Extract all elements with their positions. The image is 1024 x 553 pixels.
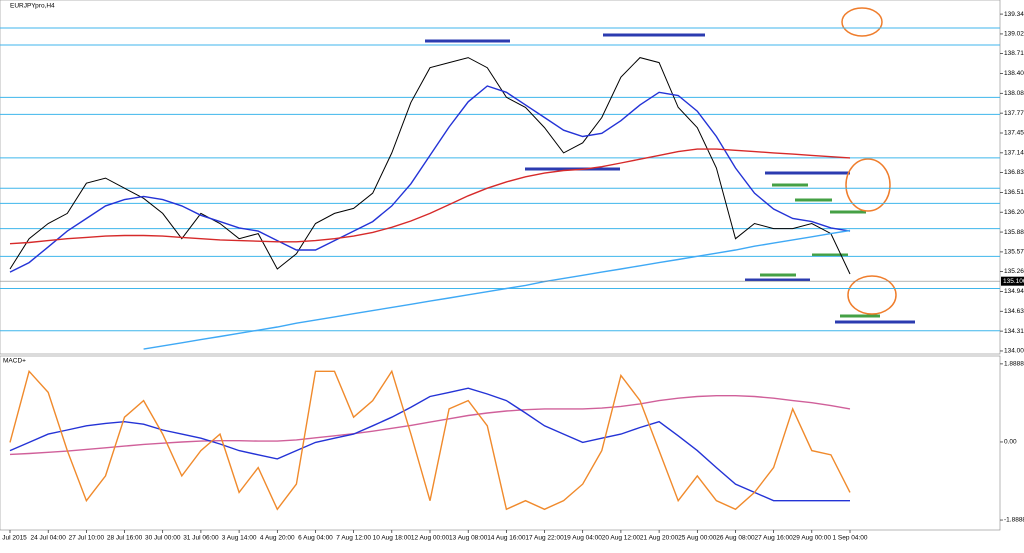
- y-tick-label: 136.830: [1004, 169, 1024, 176]
- x-tick-label: 20 Aug 12:00: [602, 535, 641, 542]
- x-tick-label: 27 Aug 16:00: [754, 535, 793, 542]
- x-tick-label: 13 Aug 08:00: [449, 535, 488, 542]
- x-tick-label: 10 Aug 18:00: [373, 535, 412, 542]
- y-tick-label: 134.315: [1004, 328, 1024, 335]
- x-tick-label: 14 Aug 16:00: [487, 535, 526, 542]
- y-tick-label: 136.515: [1004, 189, 1024, 196]
- y-tick-label: 134.000: [1004, 348, 1024, 355]
- x-tick-label: 31 Jul 06:00: [183, 535, 219, 542]
- y-tick-label: 136.200: [1004, 209, 1024, 216]
- series-line: [9, 57, 851, 275]
- x-tick-label: 24 Jul 04:00: [30, 535, 66, 542]
- y-tick-label: 0.00: [1004, 439, 1017, 446]
- annotation-circle: [845, 158, 891, 212]
- x-tick-label: 21 Aug 20:00: [640, 535, 679, 542]
- annotation-circle: [847, 275, 897, 315]
- y-tick-label: 138.715: [1004, 50, 1024, 57]
- y-tick-label: 135.260: [1004, 268, 1024, 275]
- macd-pane: [0, 355, 1001, 531]
- x-tick-label: 25 Aug 00:00: [678, 535, 717, 542]
- price-pane: [0, 0, 1001, 355]
- series-line: [9, 85, 851, 273]
- annotation-circle: [841, 7, 883, 37]
- last-price-box: [1001, 276, 1024, 286]
- y-tick-label: 1.8888: [1004, 361, 1024, 368]
- x-tick-label: 22 Jul 2015: [0, 535, 27, 542]
- x-tick-label: 28 Jul 16:00: [107, 535, 143, 542]
- last-price-label: 135.106: [1003, 278, 1024, 285]
- series-line: [143, 229, 851, 350]
- support-resistance-marks: [425, 33, 915, 324]
- y-tick-label: 138.400: [1004, 70, 1024, 77]
- y-tick-label: 137.77: [1004, 110, 1024, 117]
- series-line: [9, 387, 850, 502]
- x-tick-label: 26 Aug 08:00: [716, 535, 755, 542]
- macd-title: MACD+: [3, 358, 26, 365]
- y-tick-label: -1.8888: [1004, 517, 1024, 524]
- x-tick-label: 27 Jul 10:00: [69, 535, 105, 542]
- x-tick-label: 4 Aug 20:00: [260, 535, 295, 542]
- y-tick-label: 138.085: [1004, 90, 1024, 97]
- y-tick-label: 134.630: [1004, 308, 1024, 315]
- annotation-circles: [841, 7, 897, 315]
- x-tick-label: 30 Jul 00:00: [145, 535, 181, 542]
- y-tick-label: 137.140: [1004, 150, 1024, 157]
- x-tick-label: 29 Aug 00:00: [793, 535, 832, 542]
- y-tick-label: 135.885: [1004, 229, 1024, 236]
- x-tick-label: 7 Aug 12:00: [336, 535, 371, 542]
- y-tick-label: 139.025: [1004, 31, 1024, 38]
- series-line: [9, 369, 851, 511]
- x-tick-label: 17 Aug 22:00: [525, 535, 564, 542]
- y-tick-label: 137.455: [1004, 130, 1024, 137]
- x-tick-label: 1 Sep 04:00: [832, 535, 867, 542]
- y-tick-label: 135.570: [1004, 249, 1024, 256]
- y-tick-label: 139.340: [1004, 11, 1024, 18]
- series-line: [9, 148, 851, 245]
- x-tick-label: 3 Aug 14:00: [222, 535, 257, 542]
- chart-title: EURJPYpro,H4: [10, 3, 55, 10]
- x-tick-label: 19 Aug 04:00: [564, 535, 603, 542]
- x-tick-label: 12 Aug 00:00: [411, 535, 450, 542]
- series-line: [9, 395, 851, 456]
- x-tick-label: 6 Aug 04:00: [298, 535, 333, 542]
- y-tick-label: 134.945: [1004, 288, 1024, 295]
